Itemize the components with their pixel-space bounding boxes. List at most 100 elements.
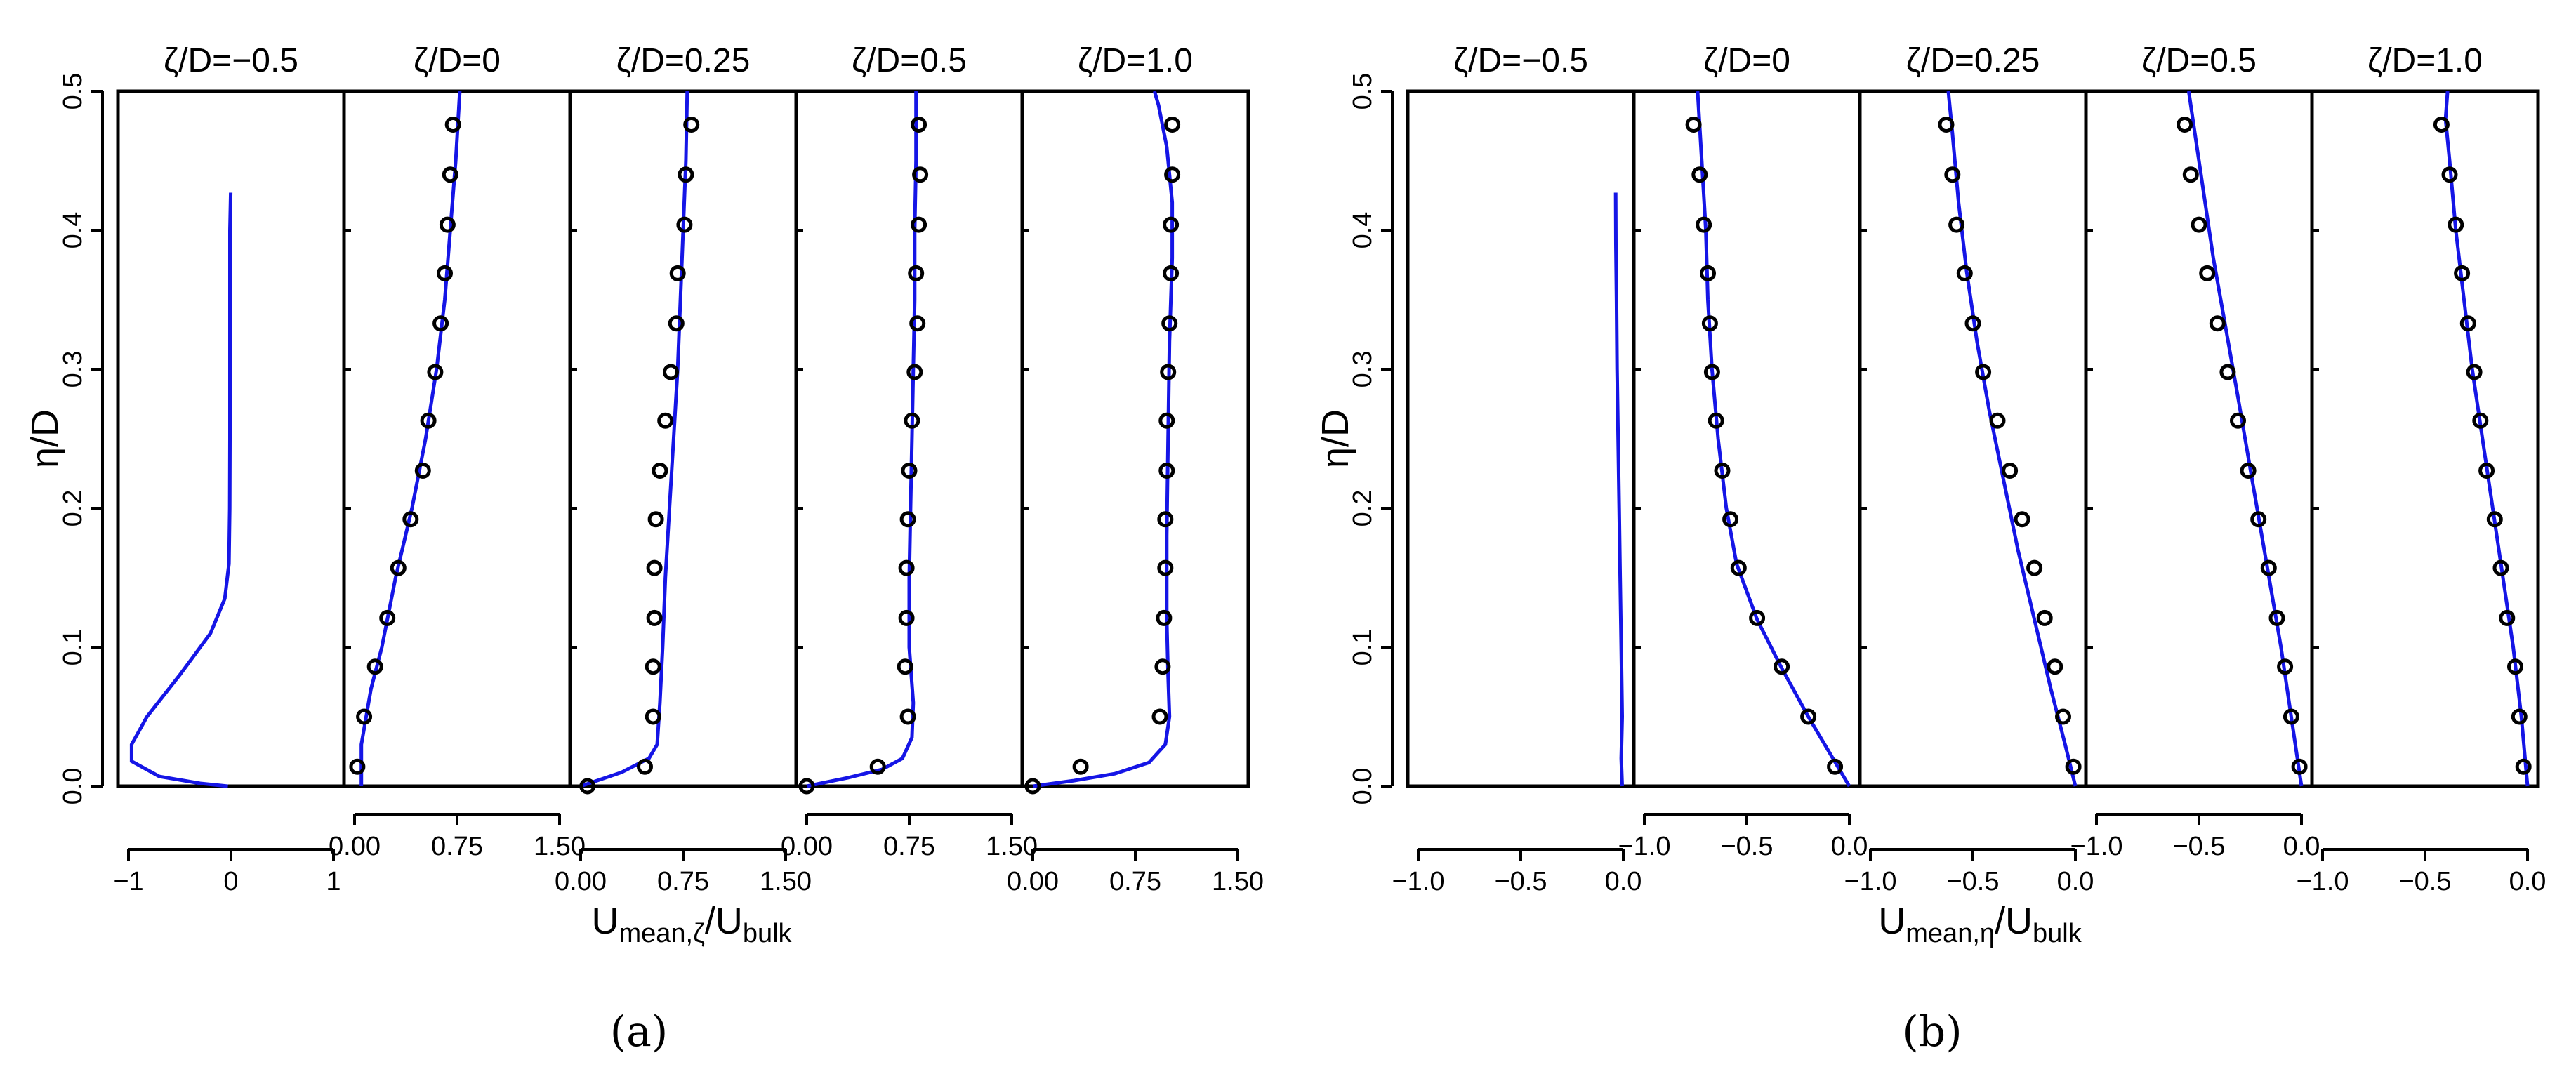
x-tick-label: −0.5: [2398, 867, 2451, 896]
subplot-title: ζ/D=1.0: [2367, 42, 2483, 79]
subplot-title: ζ/D=0.25: [1906, 42, 2040, 79]
data-point: [678, 166, 694, 183]
subplot-2: ζ/D=0.25 0.00 0.75 1.50: [555, 42, 812, 896]
data-point: [1691, 166, 1708, 183]
subplot-title: ζ/D=0: [414, 42, 501, 79]
data-point: [1703, 364, 1720, 380]
subplot-frame: [2310, 89, 2540, 788]
data-point: [349, 758, 366, 775]
series-line: [806, 91, 918, 788]
series-line: [580, 91, 689, 788]
data-point: [1964, 315, 1981, 332]
subplot-1: ζ/D=0 0.00 0.75 1.50: [329, 42, 586, 861]
data-point: [366, 658, 383, 675]
subplot-frame: [1020, 89, 1250, 788]
data-point: [2277, 658, 2294, 675]
data-point: [1158, 463, 1175, 479]
data-point: [911, 216, 927, 233]
data-point: [645, 658, 661, 675]
data-point: [2219, 364, 2236, 380]
data-point: [1163, 216, 1180, 233]
data-point: [2283, 708, 2299, 725]
data-point: [904, 412, 920, 429]
subplot-3: ζ/D=0.5 0.00 0.75 1.50: [781, 42, 1038, 861]
x-tick-label: 0.75: [657, 867, 709, 896]
data-point: [2055, 708, 2071, 725]
x-tick-label: 0.00: [555, 867, 607, 896]
data-point: [2250, 511, 2267, 528]
x-tick-label: −1.0: [1618, 832, 1670, 861]
data-point: [2507, 658, 2523, 675]
data-point: [898, 609, 915, 626]
data-point: [2441, 166, 2458, 183]
y-tick-label: 0.4: [1348, 212, 1378, 249]
x-tick-label: 0: [223, 867, 238, 896]
data-point: [637, 758, 653, 775]
x-tick-label: 0.75: [1109, 867, 1161, 896]
data-point: [1161, 315, 1178, 332]
subplot-0: ζ/D=−0.5 −1.0 −0.5 0.0: [1392, 42, 1642, 896]
subplot-frame: [2084, 89, 2314, 788]
y-axis-label: η/D: [1314, 409, 1356, 468]
data-point: [676, 216, 693, 233]
data-point: [2459, 315, 2476, 332]
data-point: [909, 315, 926, 332]
data-point: [1157, 559, 1174, 576]
series-line: [1613, 192, 1625, 787]
data-point: [2291, 758, 2308, 775]
y-tick-label: 0.5: [1348, 73, 1378, 110]
x-tick-label: 1.50: [760, 867, 812, 896]
data-point: [427, 364, 444, 380]
data-point: [1685, 117, 1702, 133]
data-point: [2260, 559, 2277, 576]
data-point: [1708, 412, 1724, 429]
data-point: [1714, 463, 1731, 479]
x-tick-label: 0.0: [1605, 867, 1642, 896]
x-axis-label: Umean,ζ/Ubulk: [591, 900, 792, 948]
data-point: [645, 708, 661, 725]
data-point: [1975, 364, 1992, 380]
data-point: [897, 658, 913, 675]
data-point: [2511, 708, 2528, 725]
data-point: [899, 708, 916, 725]
x-tick-label: −1: [113, 867, 143, 896]
data-point: [579, 778, 596, 795]
x-tick-label: 0.00: [781, 832, 833, 861]
x-tick-label: 0.75: [883, 832, 935, 861]
data-point: [437, 265, 453, 281]
data-point: [683, 117, 700, 133]
data-point: [901, 463, 918, 479]
x-tick-label: −1.0: [1392, 867, 1444, 896]
data-point: [2499, 609, 2516, 626]
y-tick-label: 0.5: [58, 73, 88, 110]
panel-a: 0.0 0.1 0.2 0.3 0.4 0.5 η/D Umean,ζ/Ubulk ζ/D=−0…: [24, 42, 1264, 948]
series-line: [2443, 91, 2530, 787]
y-axis-label: η/D: [24, 409, 66, 468]
data-point: [1164, 166, 1181, 183]
y-tick-label: 0.0: [58, 768, 88, 805]
data-point: [1151, 708, 1168, 725]
data-point: [2448, 216, 2464, 233]
data-point: [2492, 559, 2509, 576]
x-tick-label: 1.50: [534, 832, 586, 861]
series-line: [1946, 91, 2078, 787]
data-point: [869, 758, 886, 775]
data-point: [1749, 609, 1766, 626]
panel-b: 0.0 0.1 0.2 0.3 0.4 0.5 η/D Umean,η/Ubulk ζ/D=−0…: [1314, 42, 2546, 948]
data-point: [2230, 412, 2246, 429]
data-point: [2268, 609, 2285, 626]
x-axis-label-rest: /U: [705, 900, 743, 942]
data-point: [1730, 559, 1747, 576]
data-point: [906, 364, 923, 380]
x-tick-label: 0.00: [329, 832, 381, 861]
subplot-frame: [794, 89, 1024, 788]
y-tick-label: 0.1: [1348, 629, 1378, 666]
data-point: [1154, 658, 1171, 675]
x-tick-label: 0.75: [431, 832, 483, 861]
caption-b: (b): [1902, 1007, 1962, 1056]
subplot-title: ζ/D=0.25: [616, 42, 751, 79]
data-point: [899, 511, 916, 528]
data-point: [2515, 758, 2532, 775]
subplot-0: ζ/D=−0.5 −1 0 1: [113, 42, 351, 896]
data-point: [798, 778, 815, 795]
